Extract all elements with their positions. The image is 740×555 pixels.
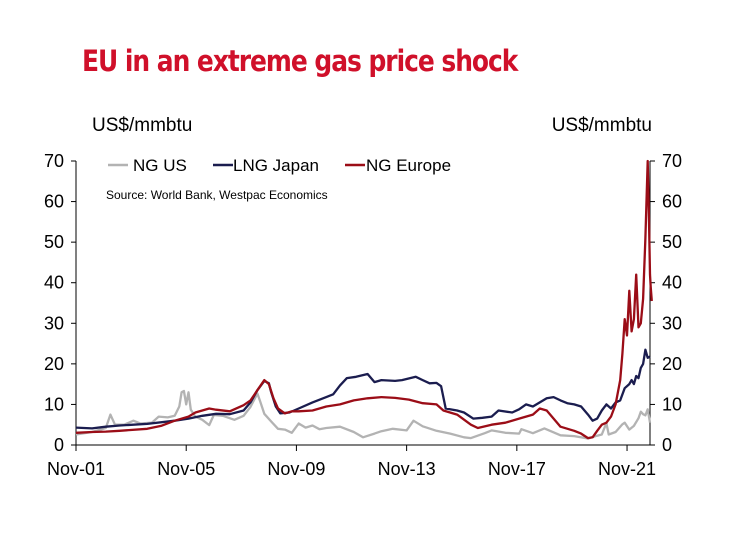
x-tick-label: Nov-01 (47, 459, 105, 479)
legend-label-lng-japan: LNG Japan (233, 156, 319, 175)
left-y-tick-label: 10 (44, 394, 64, 414)
left-axis-unit: US$/mmbtu (92, 115, 193, 136)
x-tick-label: Nov-21 (598, 459, 656, 479)
right-y-tick-label: 70 (662, 151, 682, 171)
series-line-ng-europe (75, 159, 653, 440)
series-lines (75, 159, 653, 440)
left-y-tick-label: 30 (44, 313, 64, 333)
left-y-tick-label: 70 (44, 151, 64, 171)
legend-label-ng-europe: NG Europe (366, 156, 451, 175)
right-y-tick-label: 20 (662, 354, 682, 374)
x-tick-label: Nov-05 (157, 459, 215, 479)
right-y-tick-label: 30 (662, 313, 682, 333)
chart-axes: 0 0 10 10 20 20 30 30 40 40 50 50 60 60 70 70 Nov-01 Nov-… (44, 151, 682, 479)
left-y-tick-label: 20 (44, 354, 64, 374)
left-y-tick-label: 60 (44, 192, 64, 212)
left-y-tick-label: 40 (44, 273, 64, 293)
legend-label-ng-us: NG US (133, 156, 187, 175)
series-line-ng-us (75, 389, 652, 440)
right-y-tick-label: 60 (662, 192, 682, 212)
page-title: EU in an extreme gas price shock (82, 44, 518, 78)
chart-legend: NG US LNG Japan NG Europe (108, 156, 451, 175)
right-axis-unit: US$/mmbtu (551, 115, 652, 136)
left-y-tick-label: 50 (44, 232, 64, 252)
source-note: Source: World Bank, Westpac Economics (106, 188, 328, 202)
x-tick-label: Nov-17 (488, 459, 546, 479)
right-y-tick-label: 50 (662, 232, 682, 252)
right-y-tick-label: 10 (662, 394, 682, 414)
left-y-tick-label: 0 (54, 435, 64, 455)
right-y-tick-label: 0 (662, 435, 672, 455)
x-tick-label: Nov-13 (378, 459, 436, 479)
x-tick-label: Nov-09 (267, 459, 325, 479)
right-y-tick-label: 40 (662, 273, 682, 293)
